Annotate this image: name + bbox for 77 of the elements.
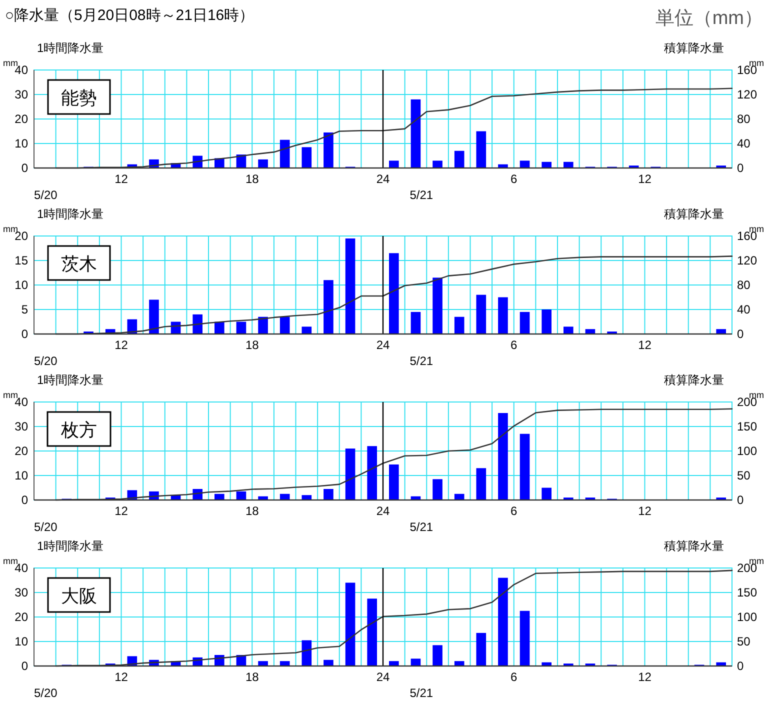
y-tick-label: 10 — [14, 136, 28, 150]
x-tick-label: 12 — [114, 504, 128, 518]
y-tick-label: 30 — [14, 586, 28, 600]
y-tick-label: 0 — [21, 327, 28, 341]
y2-tick-label: 120 — [737, 88, 758, 102]
text: 5/20 — [34, 354, 58, 368]
y-tick-label: 0 — [21, 659, 28, 673]
x-tick-label: 6 — [510, 172, 518, 186]
y2-tick-label: 40 — [737, 136, 751, 150]
text: 5/21 — [410, 188, 434, 202]
y2-tick-label: 0 — [737, 493, 744, 507]
x-tick-label: 24 — [376, 670, 390, 684]
x-tick-label: 12 — [638, 670, 652, 684]
text: 5/21 — [410, 686, 434, 700]
y2-tick-label: 50 — [737, 634, 751, 648]
text: 5/21 — [410, 354, 434, 368]
y2-tick-label: 150 — [737, 420, 758, 434]
text: 5/20 — [34, 188, 58, 202]
y-tick-label: 15 — [14, 254, 28, 268]
y2-tick-label: 80 — [737, 278, 751, 292]
x-tick-label: 6 — [510, 504, 518, 518]
y2-tick-label: 120 — [737, 254, 758, 268]
x-tick-label: 6 — [510, 670, 518, 684]
x-tick-label: 18 — [245, 670, 260, 684]
y2-tick-label: 150 — [737, 586, 758, 600]
y-axis-title: 1時間降水量 — [37, 539, 104, 553]
text: 5/21 — [410, 520, 434, 534]
y-tick-label: 10 — [14, 634, 28, 648]
y2-tick-label: 40 — [737, 302, 751, 316]
x-tick-label: 24 — [376, 338, 390, 352]
y-tick-label: 20 — [14, 112, 28, 126]
x-tick-label: 18 — [245, 504, 260, 518]
y-tick-label: 10 — [14, 468, 28, 482]
y-tick-label: 20 — [14, 610, 28, 624]
x-tick-label: 18 — [245, 172, 260, 186]
text: 単位（mm） — [655, 8, 763, 29]
y-tick-label: 30 — [14, 88, 28, 102]
x-tick-label: 24 — [376, 504, 390, 518]
text: mm — [3, 390, 18, 400]
x-tick-label: 12 — [638, 172, 652, 186]
x-tick-label: 18 — [245, 338, 260, 352]
y2-axis-title: 積算降水量 — [664, 373, 724, 387]
y2-tick-label: 0 — [737, 659, 744, 673]
text: 5/20 — [34, 686, 58, 700]
y2-tick-label: 100 — [737, 444, 758, 458]
y-axis-title: 1時間降水量 — [37, 207, 104, 221]
y-tick-label: 30 — [14, 420, 28, 434]
text: 大阪 — [61, 586, 97, 606]
text: 5/20 — [34, 520, 58, 534]
y-axis-title: 1時間降水量 — [37, 373, 104, 387]
text: ○降水量（5月20日08時～21日16時） — [5, 7, 254, 24]
y-tick-label: 20 — [14, 444, 28, 458]
x-tick-label: 12 — [114, 670, 128, 684]
y-tick-label: 5 — [21, 302, 28, 316]
text: 能勢 — [61, 88, 97, 108]
y2-tick-label: 100 — [737, 610, 758, 624]
y2-axis-title: 積算降水量 — [664, 539, 724, 553]
x-tick-label: 24 — [376, 172, 390, 186]
x-tick-label: 12 — [638, 504, 652, 518]
y2-tick-label: 0 — [737, 327, 744, 341]
text: mm — [3, 556, 18, 566]
x-tick-label: 6 — [510, 338, 518, 352]
x-tick-label: 12 — [114, 338, 128, 352]
y-tick-label: 10 — [14, 278, 28, 292]
y-tick-label: 0 — [21, 161, 28, 175]
text: mm — [3, 58, 18, 68]
x-tick-label: 12 — [114, 172, 128, 186]
y2-axis-title: 積算降水量 — [664, 207, 724, 221]
y-axis-title: 1時間降水量 — [37, 41, 104, 55]
y2-tick-label: 50 — [737, 468, 751, 482]
y2-tick-label: 80 — [737, 112, 751, 126]
y2-tick-label: 0 — [737, 161, 744, 175]
y2-axis-title: 積算降水量 — [664, 41, 724, 55]
text: 枚方 — [60, 420, 97, 440]
text: 茨木 — [61, 254, 97, 274]
x-tick-label: 12 — [638, 338, 652, 352]
y-tick-label: 0 — [21, 493, 28, 507]
